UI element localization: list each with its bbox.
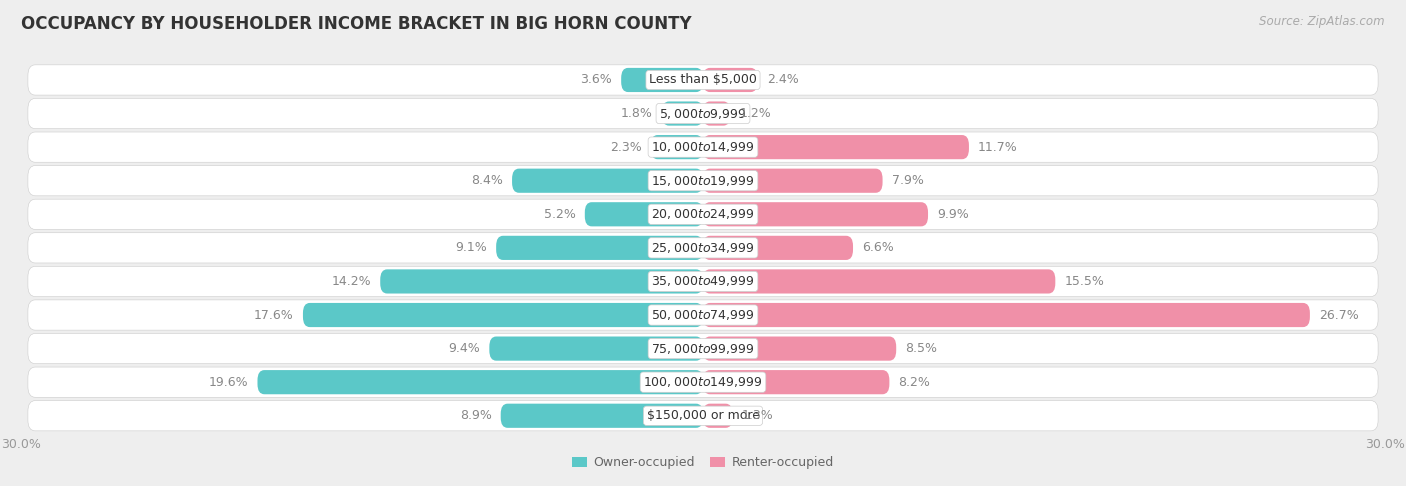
Text: 7.9%: 7.9% xyxy=(891,174,924,187)
Text: 14.2%: 14.2% xyxy=(332,275,371,288)
Text: 19.6%: 19.6% xyxy=(208,376,249,389)
FancyBboxPatch shape xyxy=(703,269,1056,294)
FancyBboxPatch shape xyxy=(489,336,703,361)
Text: 3.6%: 3.6% xyxy=(581,73,612,87)
Text: 9.9%: 9.9% xyxy=(938,208,969,221)
Text: $75,000 to $99,999: $75,000 to $99,999 xyxy=(651,342,755,356)
Text: $15,000 to $19,999: $15,000 to $19,999 xyxy=(651,174,755,188)
Text: $25,000 to $34,999: $25,000 to $34,999 xyxy=(651,241,755,255)
FancyBboxPatch shape xyxy=(585,202,703,226)
Text: OCCUPANCY BY HOUSEHOLDER INCOME BRACKET IN BIG HORN COUNTY: OCCUPANCY BY HOUSEHOLDER INCOME BRACKET … xyxy=(21,15,692,33)
Text: Less than $5,000: Less than $5,000 xyxy=(650,73,756,87)
FancyBboxPatch shape xyxy=(28,333,1378,364)
FancyBboxPatch shape xyxy=(28,65,1378,95)
Text: $20,000 to $24,999: $20,000 to $24,999 xyxy=(651,208,755,221)
Text: 17.6%: 17.6% xyxy=(254,309,294,322)
FancyBboxPatch shape xyxy=(703,135,969,159)
FancyBboxPatch shape xyxy=(28,266,1378,296)
Text: 9.4%: 9.4% xyxy=(449,342,481,355)
FancyBboxPatch shape xyxy=(28,199,1378,229)
Text: 9.1%: 9.1% xyxy=(456,242,486,254)
FancyBboxPatch shape xyxy=(703,102,730,126)
Text: 1.2%: 1.2% xyxy=(740,107,770,120)
Text: 8.2%: 8.2% xyxy=(898,376,931,389)
Text: $100,000 to $149,999: $100,000 to $149,999 xyxy=(644,375,762,389)
FancyBboxPatch shape xyxy=(703,336,896,361)
FancyBboxPatch shape xyxy=(28,233,1378,263)
FancyBboxPatch shape xyxy=(703,236,853,260)
FancyBboxPatch shape xyxy=(28,99,1378,129)
FancyBboxPatch shape xyxy=(651,135,703,159)
Text: 1.3%: 1.3% xyxy=(741,409,773,422)
FancyBboxPatch shape xyxy=(28,166,1378,196)
FancyBboxPatch shape xyxy=(703,169,883,193)
Text: 15.5%: 15.5% xyxy=(1064,275,1104,288)
FancyBboxPatch shape xyxy=(257,370,703,394)
FancyBboxPatch shape xyxy=(703,404,733,428)
FancyBboxPatch shape xyxy=(703,202,928,226)
FancyBboxPatch shape xyxy=(28,400,1378,431)
FancyBboxPatch shape xyxy=(621,68,703,92)
Text: $5,000 to $9,999: $5,000 to $9,999 xyxy=(659,106,747,121)
FancyBboxPatch shape xyxy=(662,102,703,126)
Text: Source: ZipAtlas.com: Source: ZipAtlas.com xyxy=(1260,15,1385,28)
Text: 6.6%: 6.6% xyxy=(862,242,894,254)
FancyBboxPatch shape xyxy=(703,68,758,92)
FancyBboxPatch shape xyxy=(28,300,1378,330)
FancyBboxPatch shape xyxy=(380,269,703,294)
FancyBboxPatch shape xyxy=(703,370,890,394)
Text: 2.3%: 2.3% xyxy=(610,140,641,154)
Text: $35,000 to $49,999: $35,000 to $49,999 xyxy=(651,275,755,288)
FancyBboxPatch shape xyxy=(512,169,703,193)
FancyBboxPatch shape xyxy=(28,132,1378,162)
Text: 8.9%: 8.9% xyxy=(460,409,492,422)
FancyBboxPatch shape xyxy=(28,367,1378,397)
FancyBboxPatch shape xyxy=(703,303,1310,327)
Text: 2.4%: 2.4% xyxy=(766,73,799,87)
Text: $150,000 or more: $150,000 or more xyxy=(647,409,759,422)
FancyBboxPatch shape xyxy=(501,404,703,428)
Text: 26.7%: 26.7% xyxy=(1319,309,1358,322)
Text: 8.4%: 8.4% xyxy=(471,174,503,187)
Text: 11.7%: 11.7% xyxy=(979,140,1018,154)
Text: 5.2%: 5.2% xyxy=(544,208,575,221)
FancyBboxPatch shape xyxy=(302,303,703,327)
Text: 8.5%: 8.5% xyxy=(905,342,938,355)
Text: $50,000 to $74,999: $50,000 to $74,999 xyxy=(651,308,755,322)
FancyBboxPatch shape xyxy=(496,236,703,260)
Legend: Owner-occupied, Renter-occupied: Owner-occupied, Renter-occupied xyxy=(568,451,838,474)
Text: 1.8%: 1.8% xyxy=(621,107,652,120)
Text: $10,000 to $14,999: $10,000 to $14,999 xyxy=(651,140,755,154)
